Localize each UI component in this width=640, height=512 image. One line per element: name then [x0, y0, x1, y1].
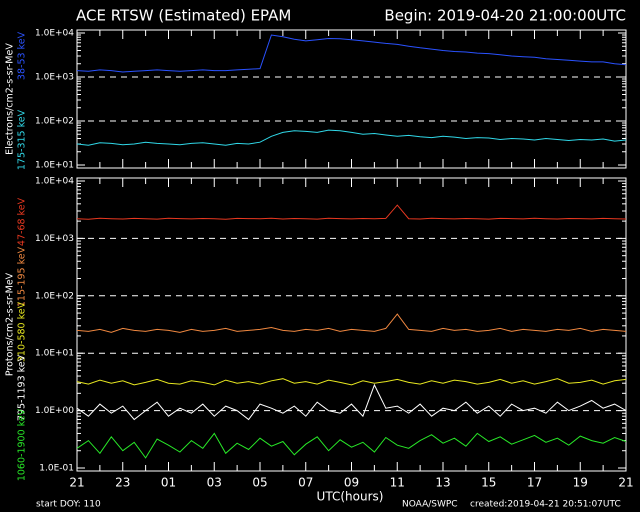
chart-title: ACE RTSW (Estimated) EPAM	[76, 7, 291, 25]
legend-entry: 115-195 keV	[17, 246, 28, 307]
x-tick-label: 23	[115, 476, 130, 490]
y-tick-label: 1.0E-01	[39, 464, 74, 474]
created: created:2019-04-21 20:51:07UTC	[470, 500, 621, 510]
x-tick-label: 19	[573, 476, 588, 490]
y-tick-label: 1.0E+02	[35, 291, 74, 301]
series-line	[76, 34, 627, 73]
y-tick-label: 1.0E+03	[35, 73, 74, 83]
x-tick-label: 11	[390, 476, 405, 490]
y-tick-label: 1.0E+01	[35, 161, 74, 171]
y-tick-label: 1.0E+03	[35, 234, 74, 244]
series-line	[76, 378, 627, 386]
x-tick-label: 21	[618, 476, 633, 490]
legend-entry: 310-580 keV	[17, 301, 28, 362]
x-tick-label: 17	[527, 476, 542, 490]
y-tick-label: 1.0E+00	[35, 406, 74, 416]
series-line	[76, 129, 627, 146]
source: NOAA/SWPC	[402, 500, 458, 510]
x-tick-label: 07	[298, 476, 313, 490]
begin-time: Begin: 2019-04-20 21:00:00UTC	[384, 7, 626, 25]
legend-entry: 795-1193 keV	[17, 354, 28, 421]
x-tick-label: 03	[207, 476, 222, 490]
legend-entry: 38-53 keV	[17, 31, 28, 80]
series-line	[76, 432, 627, 459]
y-tick-label: 1.0E+04	[35, 177, 74, 187]
y-tick-label: 1.0E+02	[35, 117, 74, 127]
x-tick-label: 15	[481, 476, 496, 490]
series-line	[76, 204, 627, 220]
start-doy: start DOY: 110	[36, 500, 101, 510]
x-tick-label: 01	[161, 476, 176, 490]
y-tick-label: 1.0E+04	[35, 29, 74, 39]
x-tick-label: 09	[344, 476, 359, 490]
legend-entry: 175-315 keV	[17, 109, 28, 170]
y-axis-label: Electrons/cm2-s-sr-MeV	[5, 43, 16, 155]
series-line	[76, 383, 627, 421]
legend-entry: 1060-1900 keV	[17, 408, 28, 481]
x-tick-label: 13	[435, 476, 450, 490]
series-line	[76, 313, 627, 333]
x-axis-label: UTC(hours)	[317, 490, 384, 504]
x-tick-label: 05	[252, 476, 267, 490]
y-tick-label: 1.0E+01	[35, 349, 74, 359]
y-axis-label: Protons/cm2-s-sr-MeV	[5, 272, 16, 376]
legend-entry: 47-68 keV	[17, 197, 28, 246]
x-tick-label: 21	[69, 476, 84, 490]
